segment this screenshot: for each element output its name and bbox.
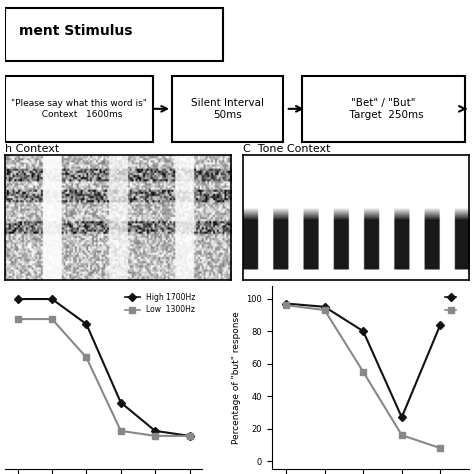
Text: "Please say what this word is"
  Context   1600ms: "Please say what this word is" Context 1… (11, 99, 147, 118)
Text: h Context: h Context (5, 144, 59, 154)
Legend: , : , (442, 290, 465, 318)
Line: Low  1300Hz: Low 1300Hz (15, 316, 192, 438)
Legend: High 1700Hz, Low  1300Hz: High 1700Hz, Low 1300Hz (122, 290, 199, 318)
High 1700Hz (187, 433, 192, 439)
Text: C  Tone Context: C Tone Context (243, 144, 330, 154)
High 1700Hz (118, 400, 124, 405)
Text: ment Stimulus: ment Stimulus (18, 24, 132, 38)
Y-axis label: Percentage of "but" response: Percentage of "but" response (232, 311, 241, 444)
Low  1300Hz (118, 428, 124, 434)
Low  1300Hz (15, 316, 20, 322)
High 1700Hz (83, 321, 89, 327)
High 1700Hz (49, 296, 55, 302)
FancyBboxPatch shape (302, 76, 465, 142)
Text: "Bet" / "But"
  Target  250ms: "Bet" / "But" Target 250ms (343, 98, 424, 119)
Low  1300Hz (83, 355, 89, 360)
High 1700Hz (152, 428, 158, 434)
Low  1300Hz (49, 316, 55, 322)
Line: High 1700Hz: High 1700Hz (15, 296, 192, 438)
FancyBboxPatch shape (5, 76, 154, 142)
Low  1300Hz (152, 433, 158, 439)
Text: Silent Interval
50ms: Silent Interval 50ms (191, 98, 264, 119)
High 1700Hz (15, 296, 20, 302)
Low  1300Hz (187, 433, 192, 439)
FancyBboxPatch shape (5, 8, 223, 61)
FancyBboxPatch shape (172, 76, 283, 142)
